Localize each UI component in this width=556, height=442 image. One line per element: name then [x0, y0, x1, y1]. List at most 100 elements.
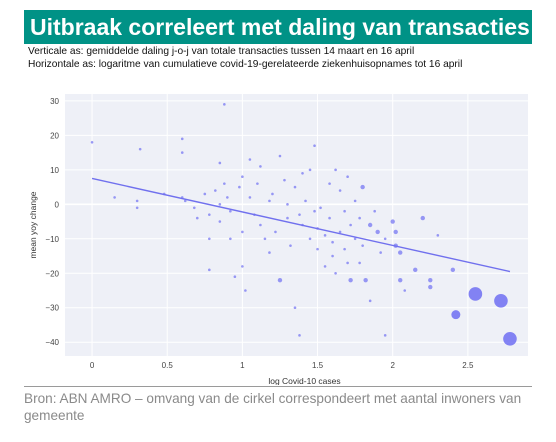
- data-point: [393, 229, 398, 235]
- data-point: [90, 140, 94, 144]
- data-point: [293, 185, 297, 189]
- data-point: [308, 237, 312, 241]
- x-tick-label: 1.5: [312, 361, 324, 370]
- data-point: [503, 331, 517, 346]
- data-point: [259, 165, 262, 168]
- data-point: [353, 199, 357, 203]
- data-point: [244, 289, 247, 292]
- data-point: [208, 237, 211, 241]
- data-point: [390, 219, 395, 224]
- x-tick-labels: 0 0.5 1 1.5 2 2.5: [90, 361, 474, 370]
- subtitle-vertical-axis: Verticale as: gemiddelde daling j-o-j va…: [28, 46, 415, 57]
- data-point: [308, 168, 312, 172]
- data-point: [316, 247, 319, 251]
- data-point: [180, 151, 184, 154]
- data-point: [338, 189, 342, 192]
- data-point: [248, 196, 252, 199]
- data-point: [360, 184, 365, 190]
- data-point: [241, 265, 244, 268]
- data-point: [304, 199, 307, 203]
- data-point: [248, 158, 252, 161]
- data-point: [398, 250, 403, 255]
- data-point: [278, 154, 282, 158]
- y-axis-title: mean yoy change: [28, 191, 38, 258]
- y-tick-label: −10: [45, 235, 59, 244]
- data-point: [323, 234, 327, 237]
- source-note: Bron: ABN AMRO – omvang van de cirkel co…: [24, 391, 522, 423]
- data-point: [286, 216, 289, 220]
- data-point: [420, 215, 425, 221]
- y-tick-label: −20: [45, 269, 59, 278]
- trend-line: [91, 177, 511, 273]
- data-point: [358, 216, 361, 220]
- data-point: [208, 268, 211, 272]
- data-point: [428, 284, 433, 290]
- data-point: [413, 267, 418, 273]
- data-point: [271, 192, 274, 196]
- y-tick-label: 30: [50, 97, 59, 106]
- data-point: [403, 289, 407, 292]
- data-point: [428, 277, 433, 283]
- data-point: [277, 277, 283, 283]
- data-point: [343, 209, 346, 213]
- y-tick-label: −40: [45, 338, 59, 347]
- data-point: [214, 189, 217, 192]
- subtitle-horizontal-axis: Horizontale as: logaritme van cumulatiev…: [28, 59, 463, 70]
- x-tick-label: 2: [390, 361, 395, 370]
- data-point: [468, 287, 483, 301]
- data-points: [90, 103, 517, 346]
- data-point: [138, 147, 142, 151]
- data-point: [383, 334, 387, 337]
- data-point: [286, 203, 289, 206]
- data-point: [319, 206, 322, 210]
- x-tick-label: 2.5: [462, 361, 474, 370]
- title-banner: Uitbraak correleert met daling van trans…: [24, 10, 532, 44]
- data-point: [494, 294, 508, 308]
- data-point: [223, 103, 226, 106]
- data-point: [353, 237, 357, 241]
- data-point: [361, 244, 364, 247]
- data-point: [256, 182, 259, 185]
- data-point: [348, 277, 353, 283]
- data-point: [313, 209, 316, 213]
- data-point: [226, 196, 229, 199]
- data-point: [313, 144, 316, 148]
- scatter-chart: 0 0.5 1 1.5 2 2.5 30 20 10 0 −10 −20 −30 −40 log Cov…: [28, 94, 528, 385]
- data-point: [346, 175, 349, 179]
- data-point: [113, 196, 116, 199]
- data-point: [229, 209, 232, 213]
- data-point: [241, 175, 244, 179]
- data-point: [368, 299, 372, 303]
- data-point: [450, 267, 456, 273]
- y-tick-label: 20: [50, 131, 59, 140]
- data-point: [238, 185, 241, 189]
- data-point: [338, 230, 342, 234]
- data-point: [328, 216, 331, 220]
- data-point: [135, 206, 139, 210]
- data-point: [298, 213, 301, 216]
- data-point: [298, 334, 301, 337]
- data-point: [268, 199, 271, 203]
- data-point: [375, 229, 380, 235]
- data-point: [259, 223, 262, 227]
- x-tick-label: 1: [240, 361, 245, 370]
- x-tick-label: 0.5: [162, 361, 174, 370]
- data-point: [268, 251, 271, 254]
- plot-background: [65, 94, 528, 356]
- data-point: [218, 203, 222, 206]
- data-point: [192, 206, 196, 210]
- data-point: [331, 254, 334, 258]
- data-point: [203, 192, 207, 196]
- data-point: [241, 230, 244, 234]
- data-point: [398, 277, 403, 283]
- data-point: [218, 220, 222, 223]
- data-point: [223, 182, 226, 185]
- data-point: [293, 306, 297, 310]
- data-point: [183, 199, 187, 203]
- data-point: [328, 182, 331, 185]
- data-point: [334, 271, 337, 275]
- data-point: [229, 237, 232, 241]
- data-point: [451, 310, 461, 320]
- data-point: [346, 261, 349, 265]
- footer-divider: [24, 386, 532, 387]
